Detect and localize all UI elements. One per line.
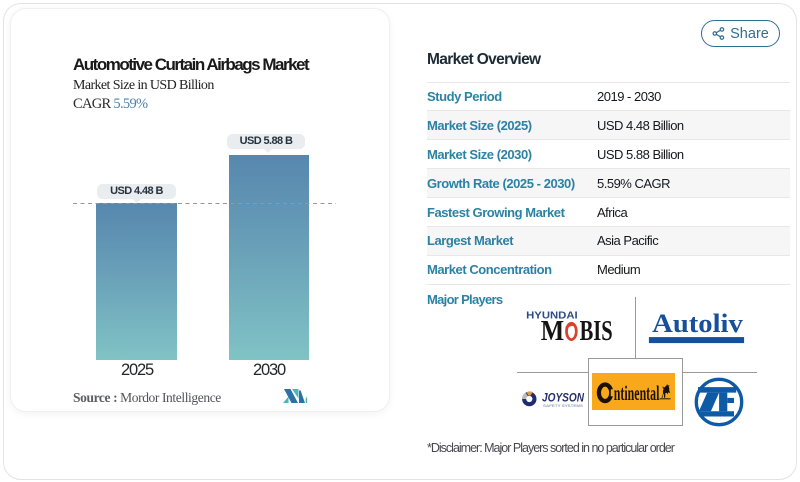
svg-text:BIS: BIS bbox=[580, 316, 613, 344]
svg-text:Autoliv: Autoliv bbox=[652, 309, 743, 338]
svg-text:ntinental: ntinental bbox=[613, 381, 659, 405]
svg-text:JOYSON: JOYSON bbox=[542, 391, 584, 405]
svg-text:M: M bbox=[541, 316, 564, 344]
svg-text:SAFETY SYSTEMS: SAFETY SYSTEMS bbox=[543, 403, 583, 408]
svg-text:HYUNDAI: HYUNDAI bbox=[526, 310, 578, 322]
